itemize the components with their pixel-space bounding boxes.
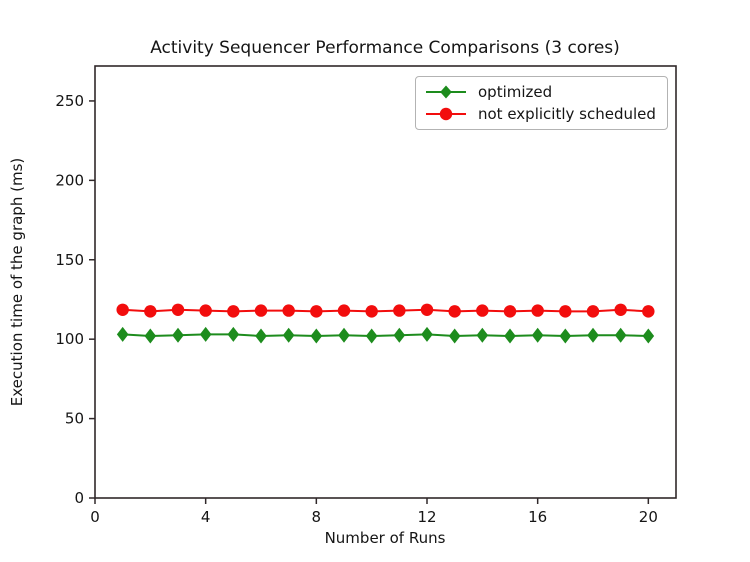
legend-item-optimized: optimized <box>424 81 659 103</box>
marker-diamond-optimized <box>282 327 295 343</box>
marker-circle-not-explicitly-scheduled <box>642 305 655 318</box>
marker-diamond-optimized <box>448 328 461 344</box>
y-tick-label: 200 <box>55 171 84 189</box>
marker-circle-not-explicitly-scheduled <box>559 305 572 318</box>
marker-diamond-optimized <box>310 328 323 344</box>
marker-diamond-optimized <box>476 327 489 343</box>
marker-diamond-optimized <box>421 326 433 342</box>
legend-item-not-explicitly-scheduled: not explicitly scheduled <box>424 103 659 125</box>
marker-diamond-optimized <box>172 327 184 343</box>
marker-circle-not-explicitly-scheduled <box>614 303 627 316</box>
x-axis-label: Number of Runs <box>325 529 446 547</box>
y-tick-label: 100 <box>55 330 84 348</box>
x-tick-label: 12 <box>417 508 436 526</box>
marker-circle-not-explicitly-scheduled <box>476 304 489 317</box>
marker-circle-not-explicitly-scheduled <box>144 305 157 318</box>
x-tick-label: 20 <box>639 508 658 526</box>
x-tick-label: 4 <box>201 508 211 526</box>
marker-diamond-optimized <box>587 327 599 343</box>
marker-circle-not-explicitly-scheduled <box>254 304 268 317</box>
marker-circle-not-explicitly-scheduled <box>227 305 240 318</box>
marker-diamond-optimized <box>227 326 240 342</box>
marker-circle-not-explicitly-scheduled <box>282 304 295 317</box>
marker-circle-not-explicitly-scheduled <box>199 304 212 317</box>
marker-circle-not-explicitly-scheduled <box>448 305 461 318</box>
marker-diamond-optimized <box>393 327 406 343</box>
marker-circle-not-explicitly-scheduled <box>365 305 378 318</box>
marker-circle-not-explicitly-scheduled <box>531 304 544 317</box>
marker-diamond-optimized <box>504 328 516 344</box>
plot-border <box>94 65 677 499</box>
legend-swatch-optimized-diamond-icon <box>426 85 466 99</box>
marker-diamond-optimized <box>642 328 655 344</box>
y-tick-label: 0 <box>74 489 84 507</box>
marker-diamond-optimized <box>365 328 378 344</box>
marker-circle-not-explicitly-scheduled <box>503 305 517 318</box>
marker-diamond-optimized <box>255 328 267 344</box>
marker-circle-not-explicitly-scheduled <box>420 303 434 316</box>
legend-swatch-not-scheduled-circle-icon <box>426 107 466 121</box>
legend-label-optimized: optimized <box>478 83 553 101</box>
legend-label-not-explicitly-scheduled: not explicitly scheduled <box>478 105 656 123</box>
marker-circle-not-explicitly-scheduled <box>337 304 351 317</box>
marker-diamond-optimized <box>199 326 212 342</box>
marker-diamond-optimized <box>144 328 157 344</box>
y-tick-label: 250 <box>55 92 84 110</box>
x-tick-label: 16 <box>528 508 547 526</box>
chart-title: Activity Sequencer Performance Compariso… <box>150 38 620 58</box>
marker-circle-not-explicitly-scheduled <box>116 303 129 316</box>
marker-diamond-optimized <box>116 326 129 342</box>
marker-circle-not-explicitly-scheduled <box>393 304 406 317</box>
marker-diamond-optimized <box>338 327 350 343</box>
marker-circle-not-explicitly-scheduled <box>310 305 323 318</box>
y-tick-label: 50 <box>65 410 84 428</box>
marker-diamond-optimized <box>614 327 627 343</box>
x-tick-label: 8 <box>312 508 322 526</box>
y-axis-label: Execution time of the graph (ms) <box>8 158 26 406</box>
marker-circle-not-explicitly-scheduled <box>171 303 185 316</box>
x-tick-label: 0 <box>90 508 100 526</box>
marker-circle-not-explicitly-scheduled <box>586 305 600 318</box>
marker-diamond-optimized <box>559 328 572 344</box>
marker-diamond-optimized <box>531 327 544 343</box>
legend: optimized not explicitly scheduled <box>415 76 668 130</box>
y-tick-label: 150 <box>55 251 84 269</box>
